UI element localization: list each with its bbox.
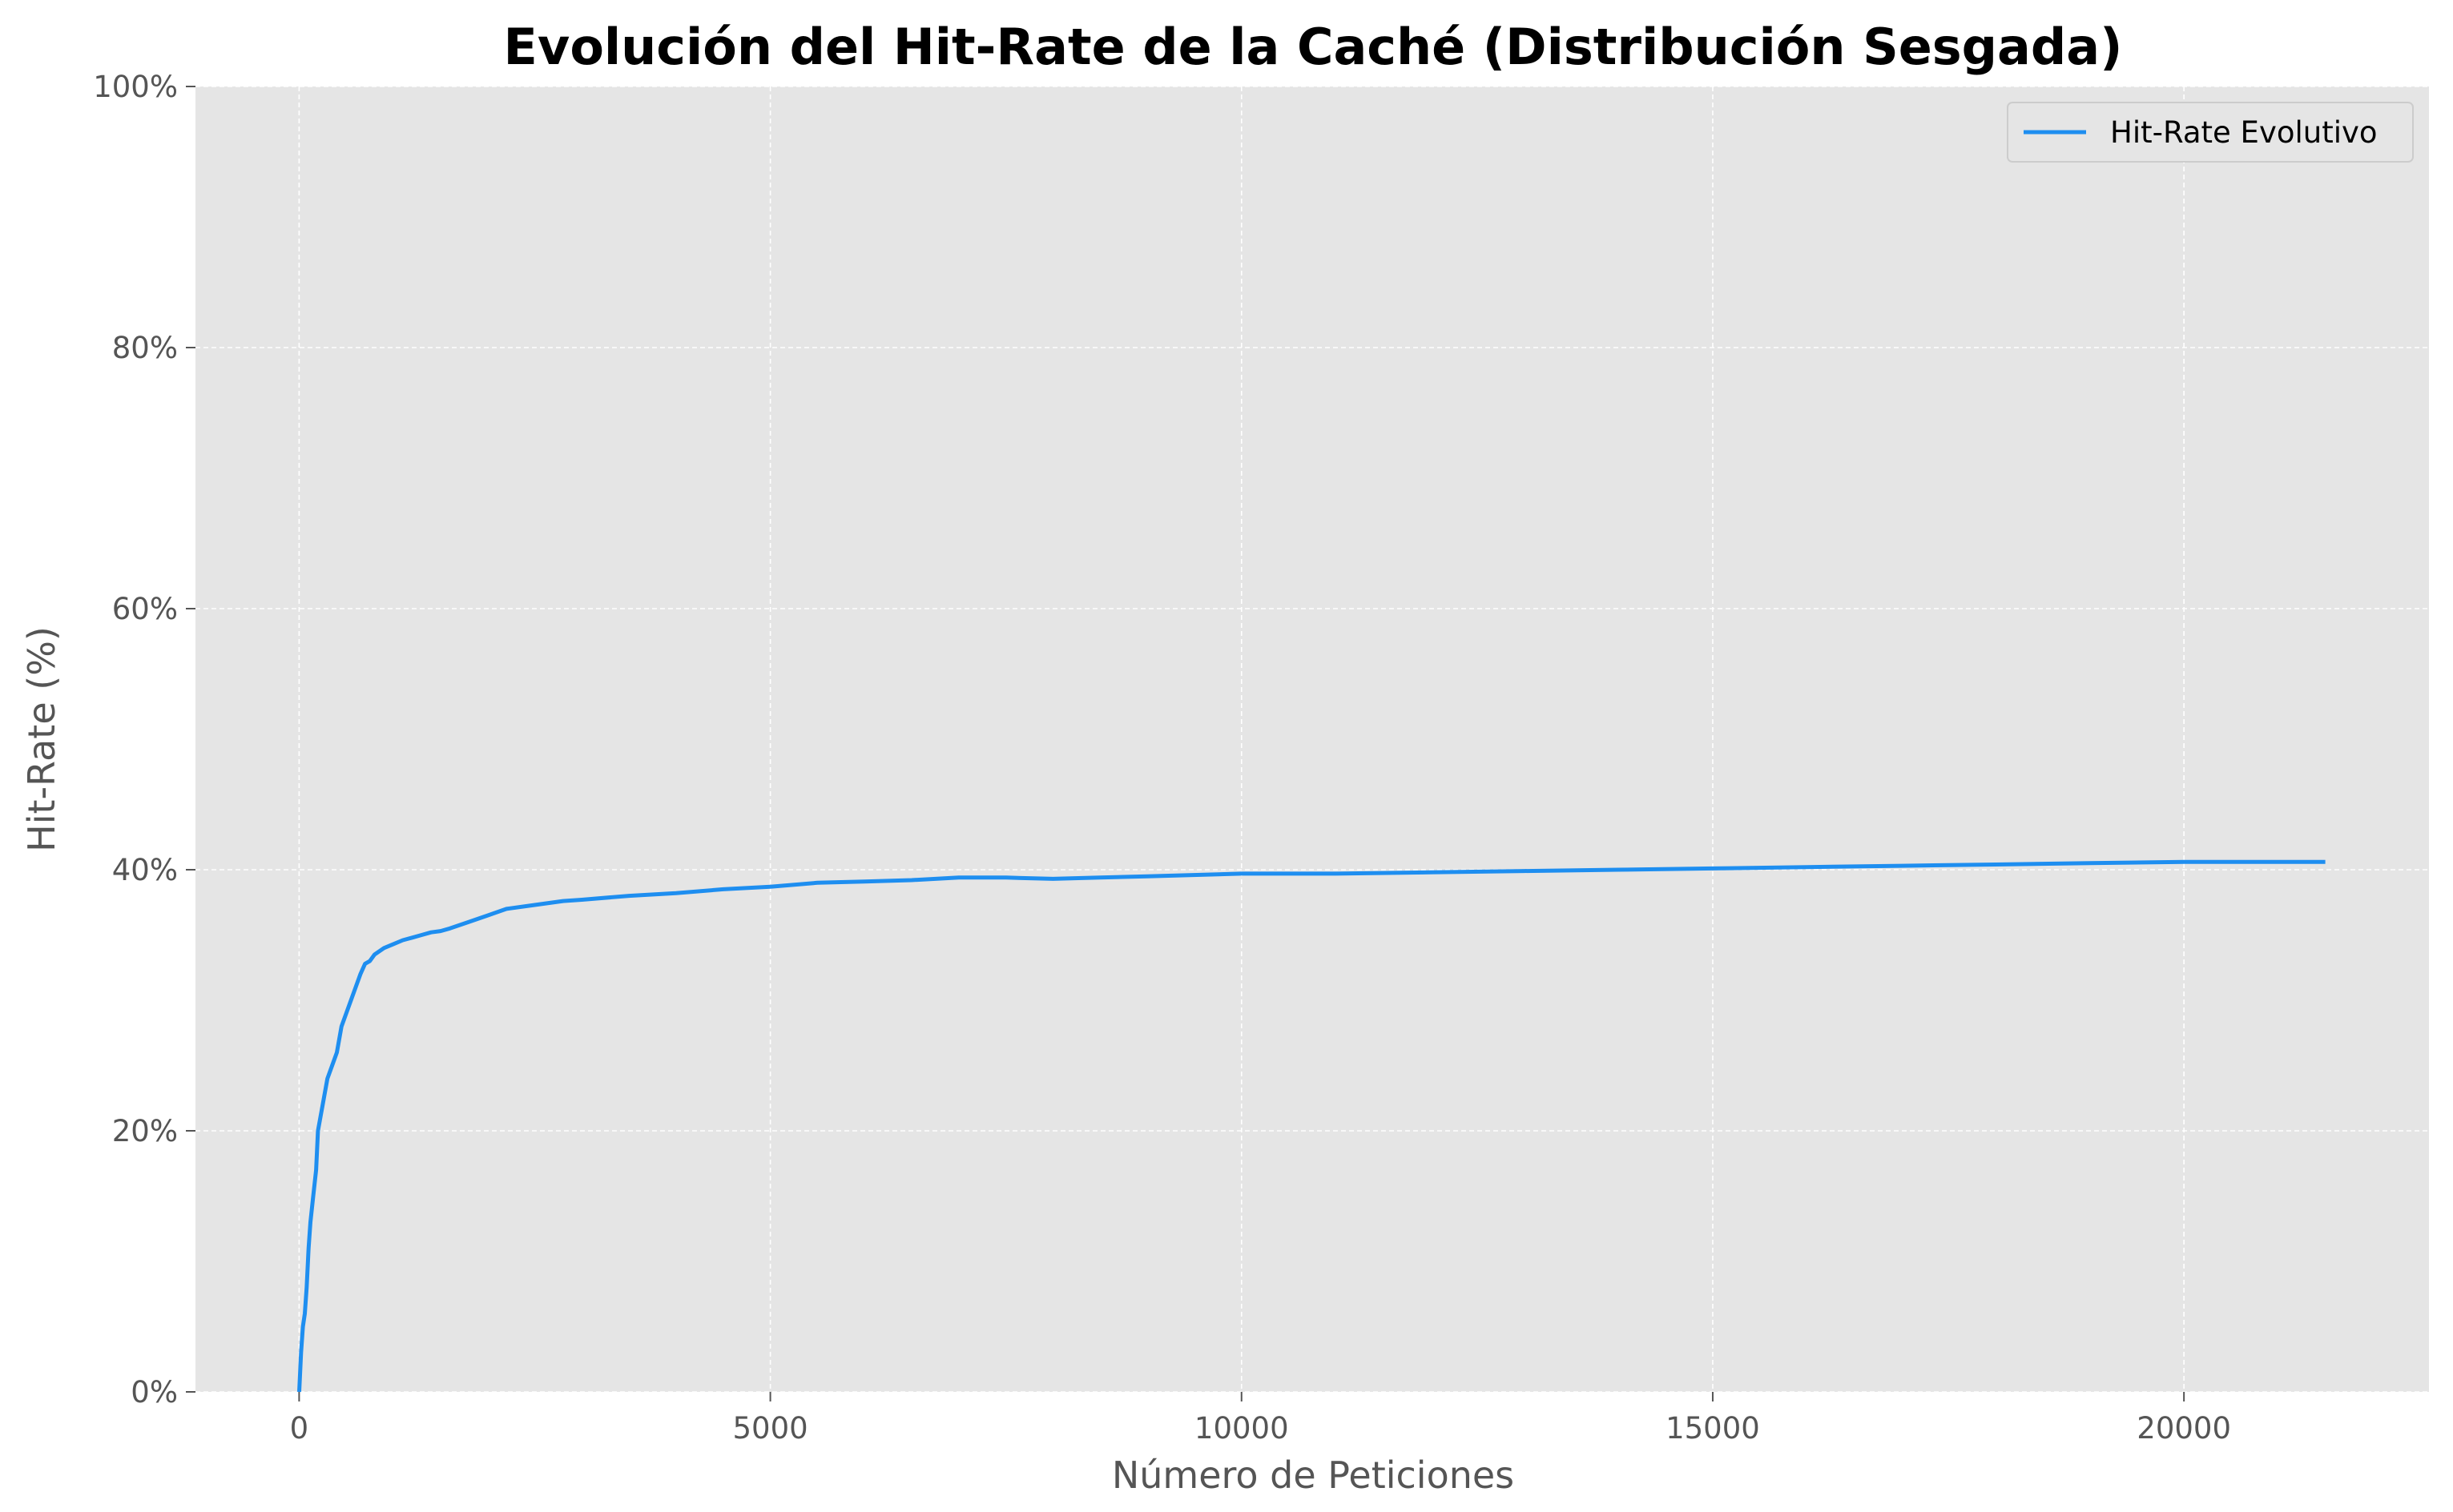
x-axis: 0 5000 10000 15000 20000 [290, 1392, 2231, 1446]
legend: Hit-Rate Evolutivo [2007, 102, 2414, 163]
x-tick-label: 15000 [1666, 1411, 1760, 1446]
plot-area [195, 86, 2429, 1392]
chart-title: Evolución del Hit-Rate de la Caché (Dist… [504, 18, 2123, 76]
legend-label: Hit-Rate Evolutivo [2110, 115, 2378, 150]
grid-lines [195, 86, 2429, 1393]
y-tick-label: 0% [131, 1375, 178, 1409]
y-tick-label: 20% [112, 1114, 178, 1148]
y-axis: 0% 20% 40% 60% 80% 100% [93, 70, 195, 1409]
x-tick-label: 0 [290, 1411, 309, 1446]
series-layer [297, 859, 2326, 1393]
y-tick-label: 80% [112, 331, 178, 365]
y-axis-label: Hit-Rate (%) [20, 626, 63, 852]
x-axis-label: Número de Peticiones [1112, 1454, 1514, 1497]
series-line-hit-rate [297, 859, 2326, 1393]
x-tick-label: 10000 [1194, 1411, 1289, 1446]
y-tick-label: 100% [93, 70, 178, 104]
y-tick-label: 40% [112, 853, 178, 887]
x-tick-label: 5000 [733, 1411, 808, 1446]
y-tick-label: 60% [112, 592, 178, 626]
legend-box [2007, 102, 2414, 163]
x-tick-label: 20000 [2137, 1411, 2231, 1446]
